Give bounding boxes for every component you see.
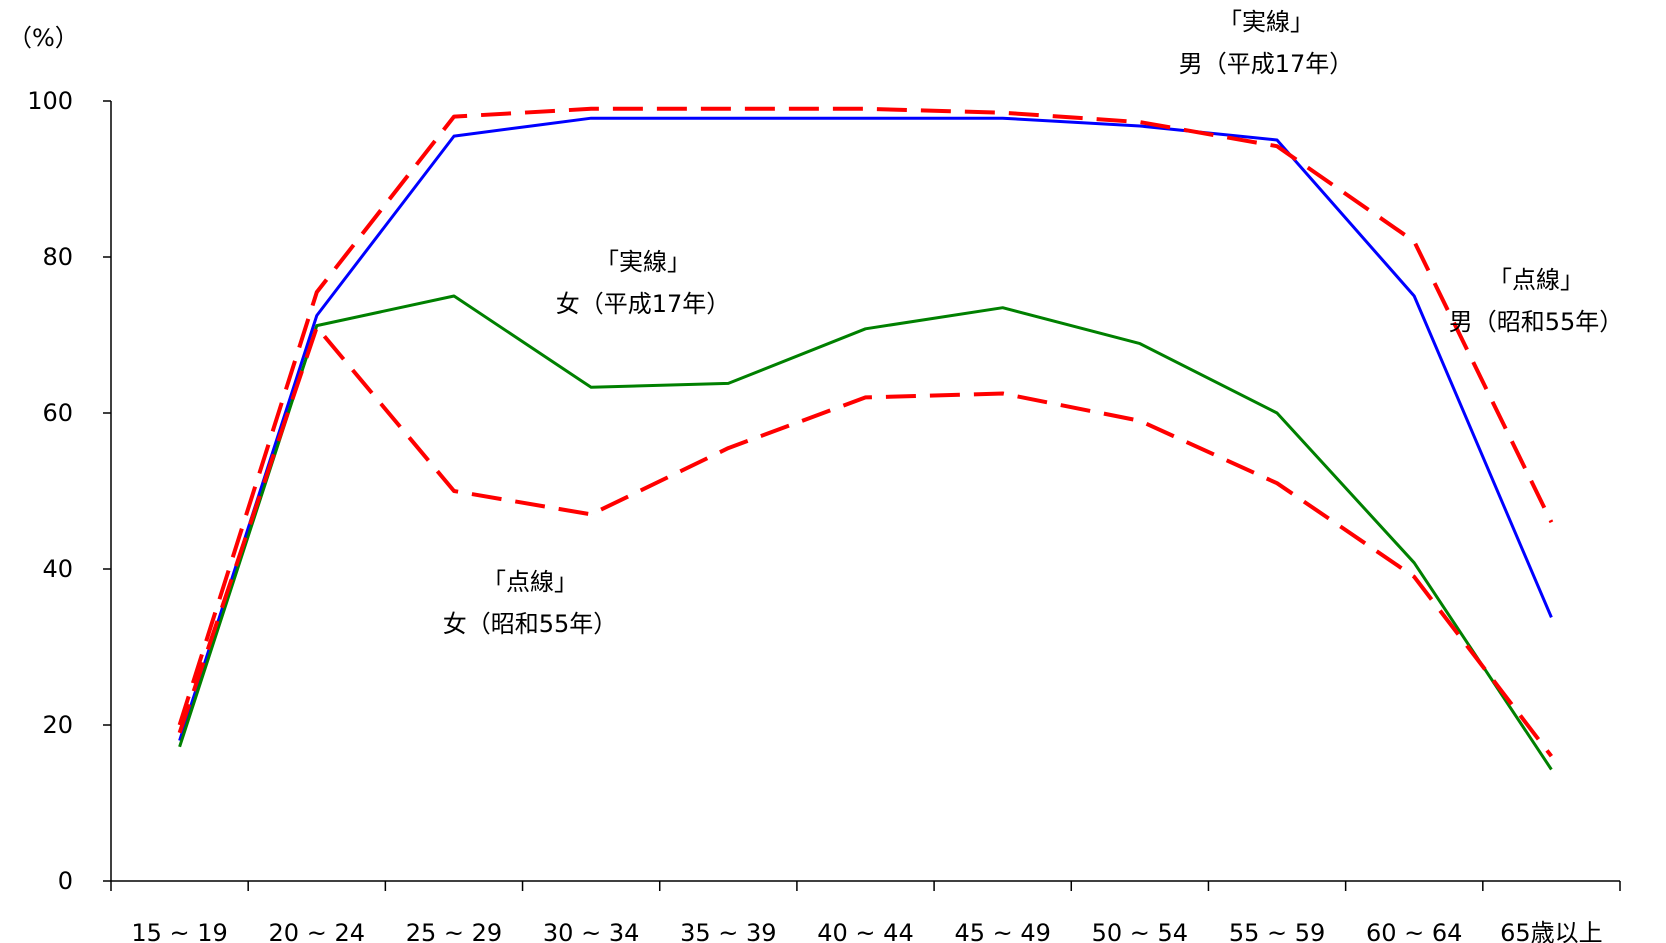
series-annotation-line: 「実線」 [595, 248, 691, 276]
series-annotation-line: 男（平成17年） [1179, 50, 1354, 78]
x-tick-label: 35 ~ 39 [680, 919, 776, 943]
x-tick-label: 40 ~ 44 [817, 919, 913, 943]
x-tick-label: 25 ~ 29 [406, 919, 502, 943]
x-tick-label: 55 ~ 59 [1229, 919, 1325, 943]
y-tick-label: 0 [58, 867, 73, 895]
x-tick-label: 60 ~ 64 [1366, 919, 1462, 943]
series-annotation-line: 「点線」 [1488, 266, 1584, 294]
series-annotation-line: 男（昭和55年） [1449, 308, 1624, 336]
y-tick-label: 40 [42, 555, 73, 583]
series-line-1 [178, 116, 1553, 742]
x-tick-labels: 15 ~ 19 20 ~ 24 25 ~ 29 30 ~ 34 35 ~ 39 40 ~ … [131, 919, 1602, 943]
annotation-layer: 「実線」男（平成17年）「点線」男（昭和55年）「実線」女（平成17年）「点線」… [443, 8, 1624, 638]
series-annotation-line: 女（昭和55年） [443, 610, 618, 638]
y-tick-label: 20 [42, 711, 73, 739]
series-line-4 [177, 325, 1553, 758]
series-annotation-line: 「点線」 [482, 568, 578, 596]
series-line-3 [178, 294, 1553, 771]
x-tick-label: 20 ~ 24 [269, 919, 365, 943]
x-tick-label: 50 ~ 54 [1092, 919, 1188, 943]
y-tick-label: 60 [42, 399, 73, 427]
series-annotation-line: 女（平成17年） [556, 290, 731, 318]
y-axis-unit-label: （%） [8, 24, 79, 52]
x-tick-label: 15 ~ 19 [131, 919, 227, 943]
series-layer [177, 106, 1554, 771]
x-tick-label: 45 ~ 49 [954, 919, 1050, 943]
series-annotation-line: 「実線」 [1218, 8, 1314, 36]
axes [103, 100, 1621, 891]
series-line-2 [177, 106, 1554, 726]
x-tick-label: 30 ~ 34 [543, 919, 639, 943]
y-tick-label: 80 [42, 243, 73, 271]
x-tick-label: 65歳以上 [1500, 919, 1603, 943]
y-tick-labels: 0 20 40 60 80 100 [27, 87, 73, 895]
y-tick-label: 100 [27, 87, 73, 115]
